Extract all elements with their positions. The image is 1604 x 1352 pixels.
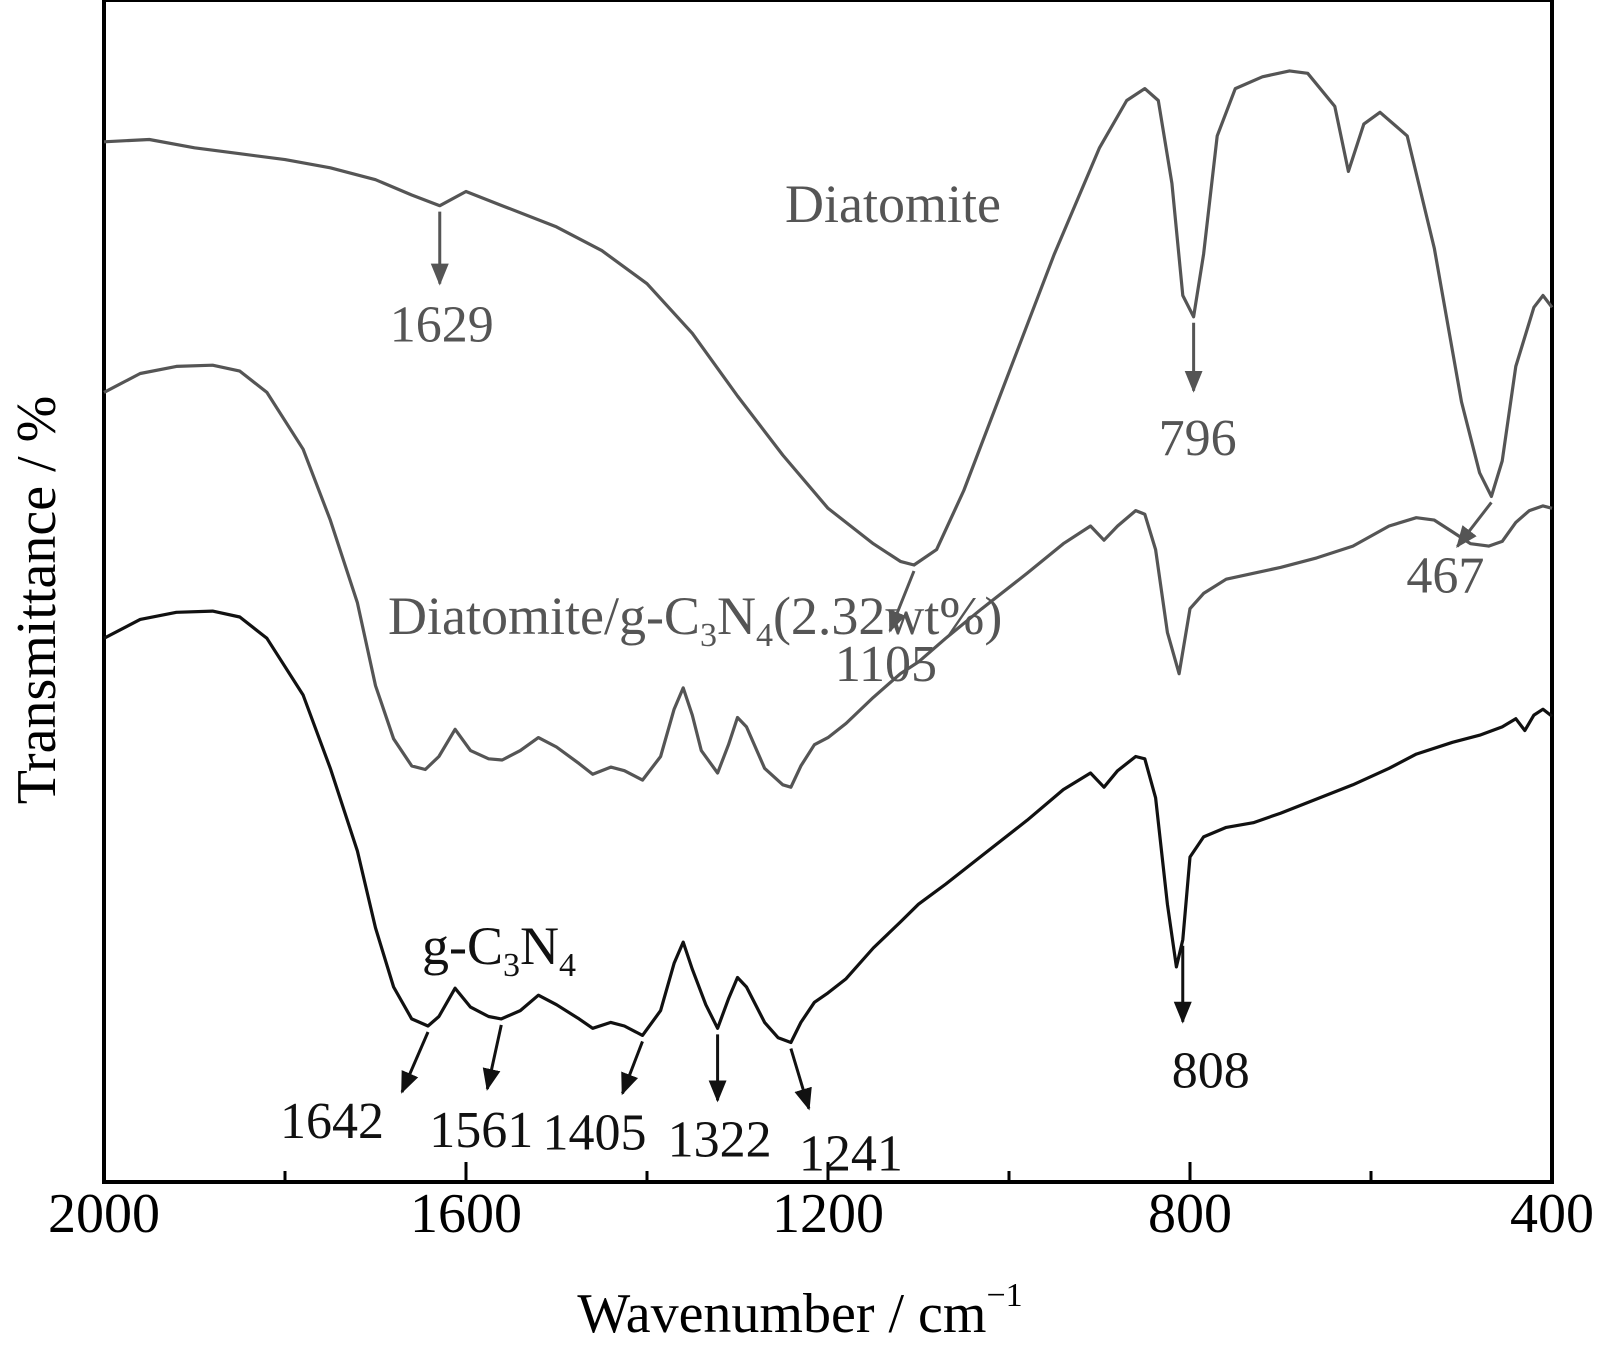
peak-label-1561: 1561 [429, 1102, 533, 1159]
gcn-label-sub1: 3 [503, 947, 520, 984]
x-axis-ticks [102, 1162, 1554, 1182]
peak-arrow-1561 [482, 1024, 503, 1091]
peak-label-1405: 1405 [542, 1104, 646, 1161]
x-axis-label-superscript: −1 [986, 1277, 1022, 1314]
peak-annotations: 1629 1105 796 467 1642 1561 1405 1322 1241 808 [280, 211, 1493, 1183]
x-tick-label-1200: 1200 [772, 1183, 884, 1245]
series-label-composite: Diatomite/g-C3N4(2.32wt%) [388, 586, 1002, 654]
peak-arrow-1241 [789, 1048, 812, 1111]
peak-label-796: 796 [1159, 410, 1237, 467]
peak-arrow-1105 [888, 570, 916, 633]
peak-label-808: 808 [1172, 1043, 1250, 1100]
peak-label-467: 467 [1406, 547, 1484, 604]
composite-label-tail: (2.32wt%) [773, 586, 1002, 646]
series-line-composite [103, 363, 1553, 789]
peak-label-1105: 1105 [835, 636, 937, 693]
x-axis-tick-labels: 2000 1600 1200 800 400 [48, 1183, 1594, 1245]
composite-label-sub2: 4 [756, 617, 773, 654]
peak-label-1642: 1642 [280, 1093, 384, 1150]
series-line-gcn [103, 609, 1553, 1045]
x-tick-label-400: 400 [1510, 1183, 1594, 1245]
gcn-label-sub2: 4 [559, 947, 576, 984]
composite-label-mid: N [717, 586, 756, 646]
x-axis-label: Wavenumber / cm−1 [577, 1277, 1022, 1345]
peak-label-1241: 1241 [799, 1126, 903, 1183]
peak-arrow-1642 [400, 1031, 430, 1094]
composite-label-main: Diatomite/g-C [388, 586, 700, 646]
x-tick-label-2000: 2000 [48, 1183, 160, 1245]
y-axis-label: Transmittance / % [6, 396, 68, 805]
peak-arrow-467 [1456, 501, 1493, 549]
x-axis-label-text: Wavenumber / cm [577, 1283, 986, 1345]
series-label-diatomite: Diatomite [785, 174, 1001, 234]
peak-arrow-1405 [621, 1040, 644, 1096]
composite-label-sub1: 3 [700, 617, 717, 654]
series-lines [103, 69, 1554, 1045]
gcn-label-mid: N [520, 916, 559, 976]
peak-label-1322: 1322 [668, 1111, 772, 1168]
x-tick-label-800: 800 [1148, 1183, 1232, 1245]
peak-label-1629: 1629 [390, 297, 494, 354]
gcn-label-main: g-C [422, 916, 503, 976]
x-tick-label-1600: 1600 [410, 1183, 522, 1245]
series-label-gcn: g-C3N4 [422, 916, 576, 984]
series-line-diatomite [103, 69, 1554, 567]
